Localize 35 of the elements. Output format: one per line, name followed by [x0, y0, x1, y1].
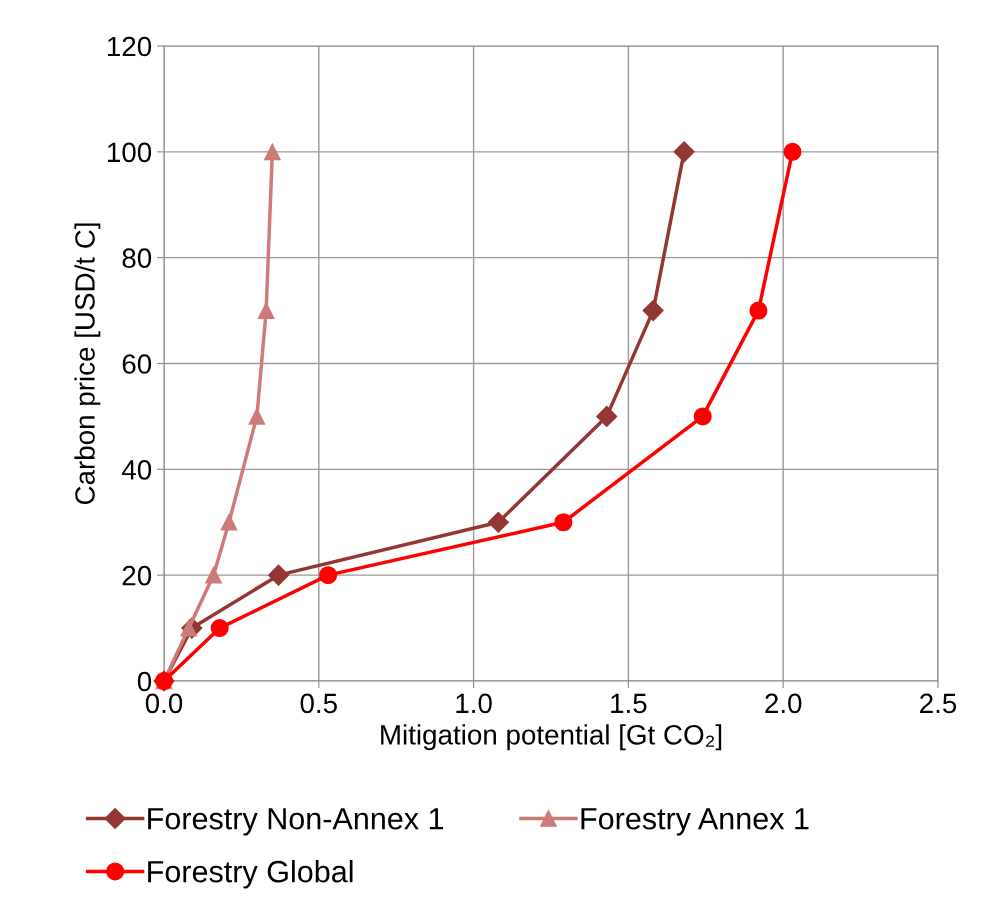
y-axis-title: Carbon price [USD/t C]: [74, 223, 101, 505]
point: [693, 407, 712, 426]
y-tick-label: 80: [122, 248, 152, 269]
point: [596, 405, 618, 427]
point: [220, 513, 238, 531]
point: [268, 564, 290, 586]
y-tick-label: 120: [107, 36, 152, 57]
point: [180, 619, 198, 637]
point: [205, 566, 222, 584]
y-tick-label: 0: [137, 671, 152, 692]
y-tick-label: 40: [121, 460, 152, 480]
x-tick-label: 1.5: [611, 693, 647, 714]
y-tick-label: 20: [122, 565, 152, 586]
point: [487, 511, 509, 533]
point: [642, 300, 664, 322]
point: [554, 513, 573, 532]
point: [749, 301, 768, 320]
legend-label: Forestry Non-Annex 1: [148, 808, 444, 836]
x-tick-label: 0.0: [145, 693, 183, 714]
legend-label: Forestry Annex 1: [581, 808, 809, 836]
point: [319, 566, 338, 585]
point: [257, 302, 275, 319]
y-tick-label: 60: [122, 354, 152, 374]
point: [248, 408, 266, 425]
point: [210, 619, 229, 638]
x-tick-label: 2.5: [920, 693, 957, 714]
point: [264, 143, 281, 161]
y-tick-label: 100: [107, 142, 152, 163]
legend-label: Forestry Global: [148, 860, 353, 889]
point: [673, 141, 695, 163]
x-axis-title: Mitigation potential [Gt CO₂]: [381, 724, 722, 751]
x-tick-label: 1.0: [456, 693, 492, 714]
x-tick-label: 0.5: [300, 693, 337, 714]
point: [783, 142, 802, 161]
x-tick-label: 2.0: [765, 693, 802, 714]
